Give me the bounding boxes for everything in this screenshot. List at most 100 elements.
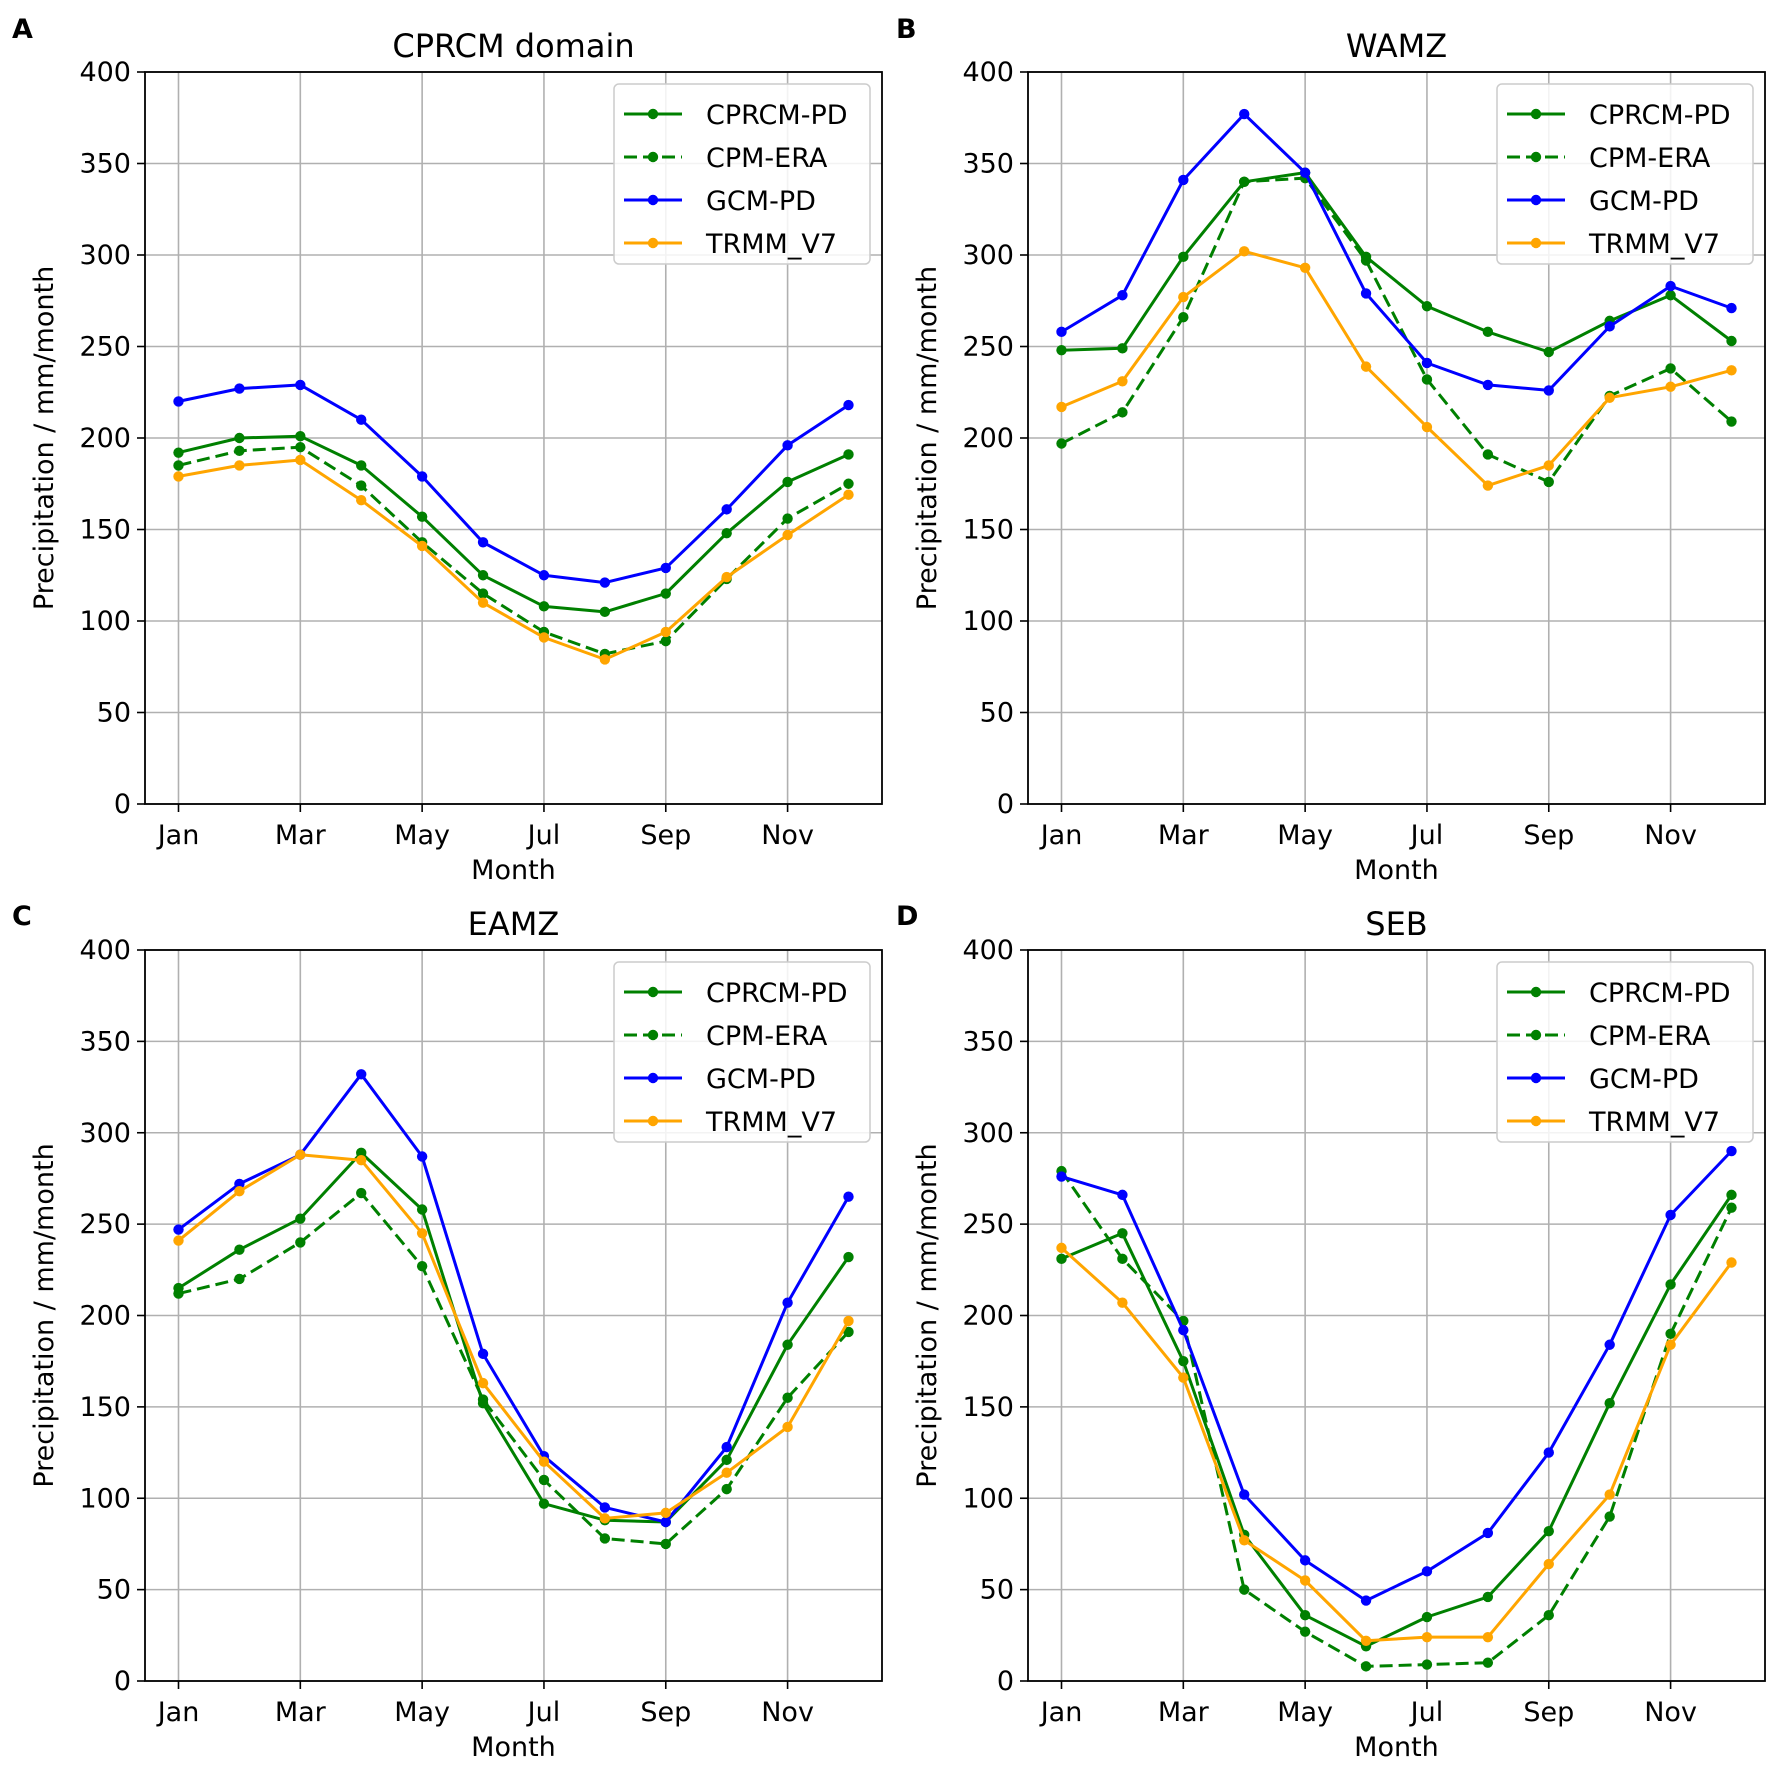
series-line-cpm-era [178,1191,850,1546]
data-point [538,1456,550,1467]
y-tick-label: 400 [79,935,131,966]
y-tick-label: 400 [962,935,1014,966]
data-point [1178,1324,1189,1336]
data-point [1360,1661,1372,1672]
legend-marker [1530,237,1542,249]
series-line-trmm-v7 [178,458,850,661]
series-line-gcm-pd [1060,112,1733,392]
axes-frame [144,949,883,1682]
data-point [1482,480,1494,491]
panel-letter: D [896,901,918,932]
data-point [1421,1659,1433,1670]
data-point [234,1273,245,1285]
data-point [1299,1626,1311,1637]
legend-label: CPM-ERA [1589,1021,1711,1052]
data-point [1665,1339,1676,1350]
data-point [295,379,306,391]
y-tick-label: 0 [997,789,1014,820]
data-point [1239,1489,1250,1500]
data-point [1178,1372,1189,1383]
data-point [1239,1535,1250,1546]
y-tick-label: 350 [79,1026,131,1057]
x-tick-label: Jul [1409,1697,1444,1728]
legend-frame [613,83,871,265]
y-tick-label: 300 [962,240,1014,271]
panel-letter: A [12,14,33,45]
data-point [477,597,489,608]
data-point [660,588,671,599]
x-tick-label: May [394,820,450,851]
data-point [1543,1525,1554,1537]
data-point [1482,1527,1494,1539]
x-tick-label: Jul [526,820,561,851]
data-point [1421,1611,1433,1623]
data-point [1604,1511,1615,1522]
data-point [1482,1631,1494,1643]
data-point [295,454,306,466]
data-point [1543,1447,1554,1458]
data-point [782,513,793,524]
legend-label: TRMM_V7 [1588,1107,1720,1138]
legend-frame [613,961,871,1143]
data-point [843,1191,854,1202]
data-point [1056,1242,1067,1254]
data-point [1056,438,1067,449]
y-tick-label: 50 [97,698,131,729]
x-tick-label: Jul [526,1697,561,1728]
data-point [1543,346,1554,358]
legend: CPRCM-PD CPM-ERA GCM-PD TRMM_V7 [613,961,871,1143]
data-point [1299,262,1311,274]
data-point [1543,460,1554,471]
axes-frame [1027,949,1766,1682]
data-point [1056,344,1067,356]
legend-marker [647,1115,659,1127]
data-point [660,1516,671,1528]
y-tick-label: 300 [79,1118,131,1149]
data-point [356,495,367,506]
data-point [356,414,367,425]
data-point [843,1326,854,1338]
data-point [173,1224,184,1235]
data-point [538,632,550,643]
legend-marker [1530,1115,1542,1127]
y-tick-label: 350 [79,149,131,180]
y-tick-label: 0 [114,789,131,820]
data-point [416,1228,428,1239]
legend-frame [1496,83,1754,265]
legend-marker [647,194,659,206]
data-point [599,654,611,665]
data-point [416,471,428,482]
data-point [1178,291,1189,303]
data-point [538,570,550,581]
data-point [1239,246,1250,257]
legend-label: GCM-PD [706,1064,816,1095]
data-point [234,1178,245,1190]
data-point [1421,301,1433,312]
data-point [660,635,671,647]
data-point [1665,1209,1676,1221]
data-point [416,1204,428,1215]
y-tick-label: 100 [79,1483,131,1514]
panel-b: B WAMZ 0 50 100 150 200 250 300 350 400 Jan Mar May Ju… [896,14,1766,886]
data-point [843,1251,854,1263]
data-point [843,399,854,411]
y-tick-label: 300 [962,1118,1014,1149]
data-point [1482,1591,1494,1603]
data-point [1726,1202,1737,1213]
y-axis-label: Precipitation / mm/month [29,266,60,610]
data-point [599,1533,611,1544]
legend-label: CPRCM-PD [706,100,848,131]
data-point [1665,363,1676,374]
y-tick-label: 200 [79,1301,131,1332]
data-point [1543,385,1554,396]
data-point [1056,1253,1067,1265]
data-point [1604,321,1615,332]
x-tick-label: Jul [1409,820,1444,851]
panel-d: D SEB 0 50 100 150 200 250 300 350 400 Jan Mar May Jul… [896,901,1766,1763]
series-line-trmm-v7 [1060,249,1732,488]
x-tick-label: Mar [275,820,327,851]
data-point [234,1186,245,1197]
axes-frame [144,71,883,805]
x-tick-label: Nov [761,820,814,851]
data-point [1604,1339,1615,1350]
